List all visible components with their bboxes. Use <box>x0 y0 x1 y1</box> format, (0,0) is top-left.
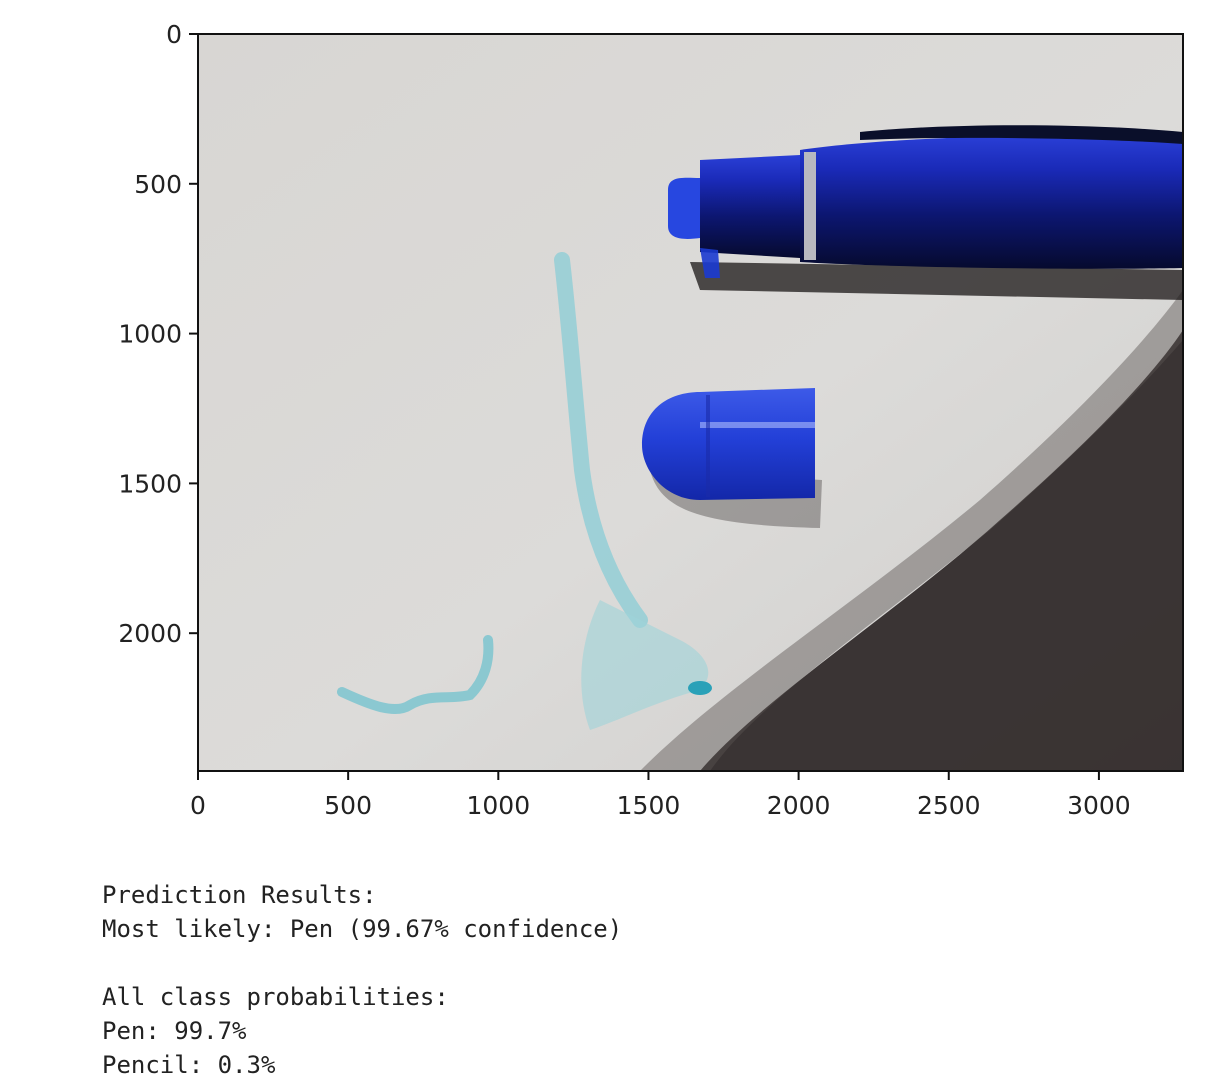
output-line-blank <box>102 946 622 980</box>
y-tick-label: 2000 <box>118 619 182 648</box>
y-tick-label: 1000 <box>118 320 182 349</box>
output-line-heading: Prediction Results: <box>102 881 377 909</box>
x-tick-label: 1500 <box>617 791 681 820</box>
x-tick-label: 2500 <box>917 791 981 820</box>
photo-image <box>198 34 1183 771</box>
x-axis-ticks: 0 500 1000 1500 2000 2500 3000 <box>190 771 1131 820</box>
x-tick-label: 0 <box>190 791 206 820</box>
y-axis-ticks: 0 500 1000 1500 2000 <box>118 20 198 648</box>
image-plot: 0 500 1000 1500 2000 2500 3000 0 500 1000 1500 200… <box>118 20 1184 820</box>
output-line-pen: Pen: 99.7% <box>102 1017 247 1045</box>
y-tick-label: 0 <box>166 20 182 49</box>
y-tick-label: 500 <box>134 170 182 199</box>
x-tick-label: 1000 <box>466 791 530 820</box>
prediction-output: Prediction Results: Most likely: Pen (99.… <box>102 878 622 1082</box>
x-tick-label: 500 <box>324 791 372 820</box>
output-line-pencil: Pencil: 0.3% <box>102 1051 276 1079</box>
y-tick-label: 1500 <box>118 469 182 498</box>
plot-frame <box>197 33 1184 772</box>
x-tick-label: 2000 <box>767 791 831 820</box>
output-line-most-likely: Most likely: Pen (99.67% confidence) <box>102 915 623 943</box>
output-line-all-probs: All class probabilities: <box>102 983 449 1011</box>
x-tick-label: 3000 <box>1067 791 1131 820</box>
